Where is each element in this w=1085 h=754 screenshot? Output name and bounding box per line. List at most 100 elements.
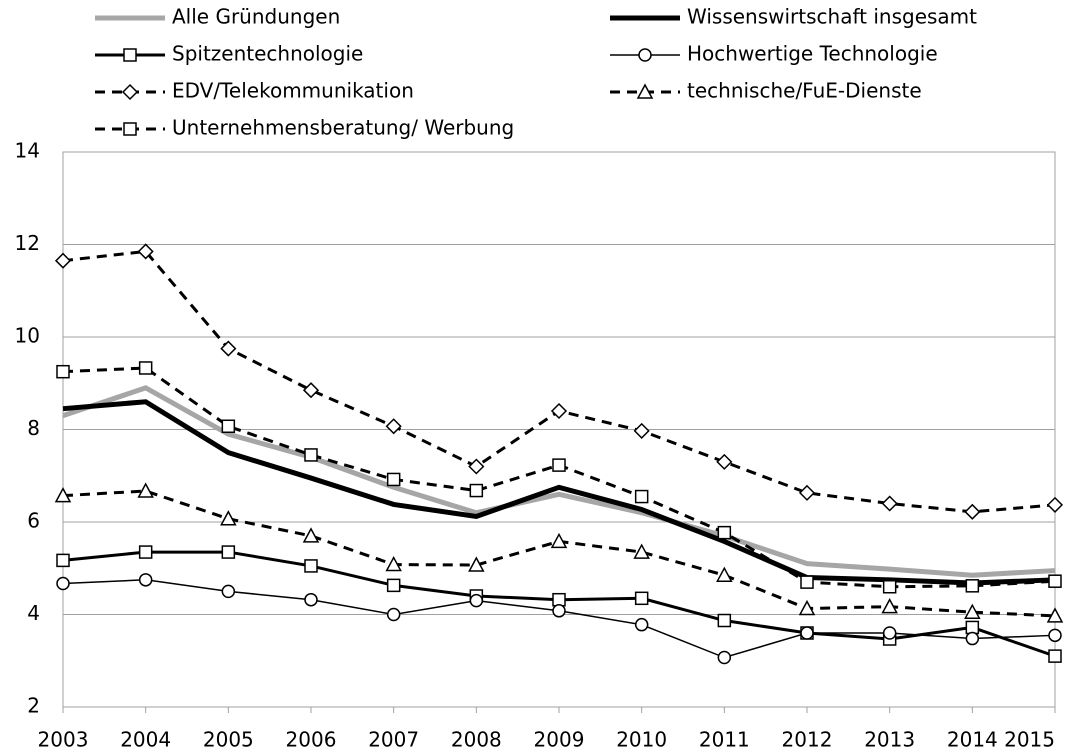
marker (304, 559, 318, 573)
marker (138, 573, 153, 587)
legend-label: Alle Gründungen (172, 5, 340, 29)
marker (550, 402, 568, 420)
y-tick-label: 6 (27, 509, 40, 533)
x-tick-label: 2006 (286, 728, 337, 752)
legend-marker (123, 122, 137, 136)
marker (634, 489, 649, 504)
marker (56, 364, 70, 379)
series-line (62, 249, 1056, 514)
x-tick-label: 2011 (699, 728, 750, 752)
marker (385, 555, 402, 572)
marker (552, 592, 566, 607)
marker (138, 545, 153, 559)
marker (54, 487, 72, 503)
marker (800, 575, 814, 589)
marker (717, 613, 732, 628)
legend-label: Spitzentechnologie (172, 42, 363, 66)
marker (1046, 607, 1064, 623)
marker (54, 252, 72, 269)
legend-label: technische/FuE-Dienste (687, 79, 922, 103)
marker (468, 556, 485, 572)
marker (633, 543, 650, 559)
marker (965, 579, 980, 593)
series-line (62, 579, 1056, 659)
legend-marker (638, 48, 652, 62)
marker (550, 532, 568, 549)
marker (469, 593, 484, 608)
y-tick-label: 4 (27, 601, 40, 625)
marker (304, 448, 318, 462)
marker (221, 419, 236, 434)
legend-marker (636, 83, 654, 99)
x-tick-label: 2013 (864, 728, 915, 752)
marker (964, 503, 981, 520)
x-tick-label: 2005 (203, 728, 254, 752)
x-tick-label: 2004 (120, 728, 171, 752)
marker (634, 617, 649, 632)
marker (220, 510, 237, 526)
x-tick-label: 2007 (368, 728, 419, 752)
marker (552, 604, 566, 618)
x-tick-label: 2012 (782, 728, 833, 752)
series-line (62, 366, 1056, 589)
legend-label: EDV/Telekommunikation (172, 79, 414, 103)
y-tick-label: 2 (27, 694, 40, 718)
marker (1048, 649, 1062, 663)
marker (304, 592, 318, 607)
marker (798, 599, 816, 616)
x-tick-label: 2014 (947, 728, 998, 752)
marker (137, 243, 154, 260)
legend-label: Unternehmensberatung/ Werbung (172, 116, 514, 140)
marker (469, 483, 484, 498)
x-tick-label: 2009 (534, 728, 585, 752)
marker (1046, 496, 1064, 513)
marker (1048, 628, 1062, 643)
series-line (62, 385, 1056, 578)
marker (386, 578, 401, 593)
y-tick-label: 14 (15, 139, 40, 163)
legend-label: Hochwertige Technologie (687, 42, 938, 66)
x-tick-label: 2015 (1004, 728, 1055, 752)
marker (137, 482, 154, 498)
marker (717, 525, 732, 540)
y-tick-label: 10 (15, 324, 40, 348)
marker (882, 626, 897, 640)
y-tick-label: 12 (15, 231, 40, 255)
marker (302, 382, 320, 399)
marker (552, 458, 566, 472)
legend-label: Wissenswirtschaft insgesamt (687, 5, 977, 29)
marker (302, 527, 320, 543)
x-tick-label: 2008 (451, 728, 502, 752)
series-line (62, 399, 1056, 586)
marker (56, 576, 70, 591)
marker (468, 458, 485, 475)
marker (634, 591, 649, 606)
marker (882, 580, 897, 594)
marker (56, 553, 70, 568)
marker (964, 603, 981, 619)
marker (386, 607, 401, 622)
marker (716, 453, 733, 470)
marker (633, 422, 650, 439)
marker (1048, 574, 1062, 588)
marker (965, 620, 980, 635)
marker (221, 584, 236, 599)
marker (386, 472, 401, 487)
x-tick-label: 2010 (616, 728, 667, 752)
marker (965, 631, 980, 646)
marker (881, 495, 898, 512)
x-tick-label: 2003 (38, 728, 89, 752)
legend-marker (123, 48, 137, 62)
marker (221, 545, 236, 559)
marker (800, 626, 814, 640)
marker (881, 598, 898, 614)
y-tick-label: 8 (27, 416, 40, 440)
marker (717, 650, 732, 665)
marker (716, 566, 733, 582)
marker (385, 418, 402, 435)
legend-marker (121, 83, 139, 101)
marker (220, 340, 237, 357)
marker (138, 361, 153, 375)
marker (798, 484, 816, 501)
